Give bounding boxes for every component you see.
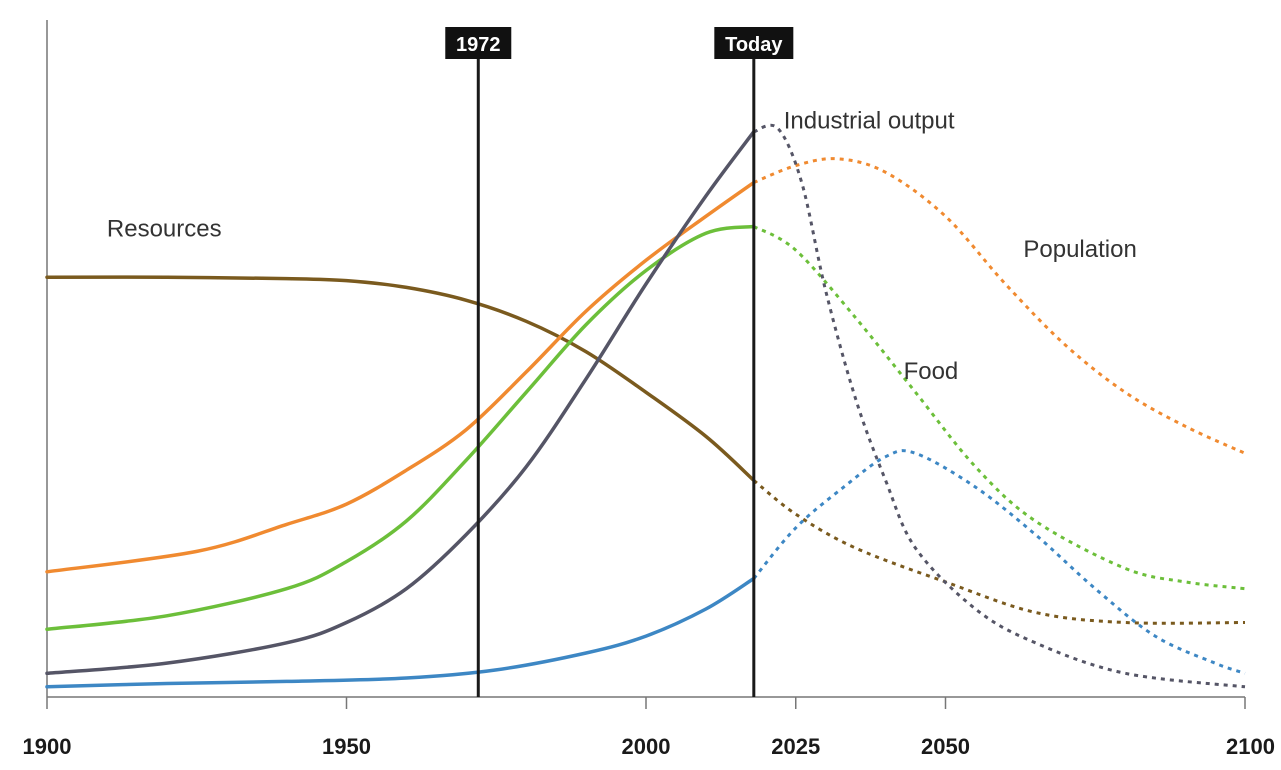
food-projected-line — [753, 225, 1246, 591]
marker-label-today: Today — [725, 34, 783, 56]
resources-solid-line — [45, 275, 756, 483]
resources-label: Resources — [107, 216, 222, 243]
x-tick-label: 1950 — [322, 734, 371, 759]
x-tick-label: 2025 — [771, 734, 820, 759]
series-labels: Resources Population Food Industrial output — [107, 107, 1137, 384]
x-tick-label: 1900 — [23, 734, 72, 759]
population-solid-line — [45, 180, 756, 574]
resources-projected-line — [752, 479, 1246, 625]
industrial-output-label: Industrial output — [784, 107, 955, 134]
food-solid-line — [45, 224, 756, 632]
population-projected-line — [753, 157, 1246, 455]
series-lines — [45, 123, 1246, 689]
series-4-solid-line — [45, 576, 756, 689]
series-4-projected-line — [752, 449, 1246, 675]
marker-label-1972: 1972 — [456, 34, 501, 56]
axes: 1900 1950 2000 2025 2050 2100 — [23, 20, 1275, 759]
food-label: Food — [904, 358, 959, 385]
industrial-output-projected-line — [753, 123, 1246, 689]
industrial-output-solid-line — [45, 129, 756, 676]
marker-badge-today — [714, 27, 794, 59]
x-tick-label: 2100 — [1226, 734, 1275, 759]
time-markers: 1972 Today — [445, 27, 794, 697]
x-tick-label: 2050 — [921, 734, 970, 759]
marker-badge-1972 — [445, 27, 512, 59]
x-tick-label: 2000 — [622, 734, 671, 759]
population-label: Population — [1023, 236, 1136, 263]
